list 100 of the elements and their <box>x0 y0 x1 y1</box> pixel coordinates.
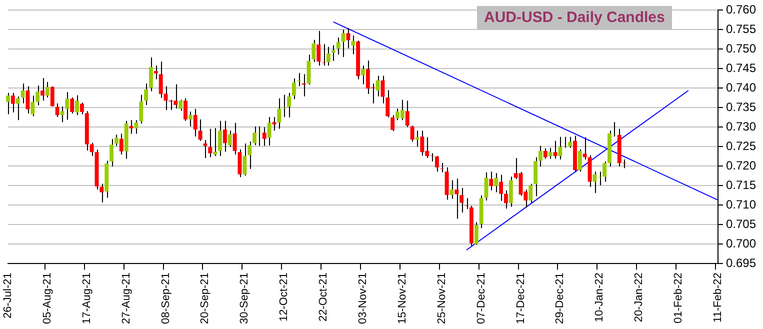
x-tick-label: 17-Dec-21 <box>514 272 527 324</box>
candlestick <box>40 78 44 102</box>
x-tick-label: 25-Nov-21 <box>436 272 448 324</box>
candlestick <box>543 148 548 160</box>
candlestick <box>287 92 291 118</box>
candlestick <box>434 156 439 172</box>
candlestick <box>277 98 282 130</box>
x-tick-label: 27-Aug-21 <box>120 272 132 324</box>
candlestick <box>450 180 454 200</box>
candlestick <box>134 120 138 134</box>
y-tick-label: 0.750 <box>726 42 756 56</box>
candlestick <box>578 148 582 172</box>
candlestick <box>218 120 222 157</box>
candlestick <box>55 102 60 118</box>
x-tick-label: 05-Aug-21 <box>41 272 54 324</box>
y-tick-label: 0.735 <box>726 100 756 114</box>
candlestick <box>80 102 84 115</box>
candlestick <box>558 136 562 160</box>
y-tick-label: 0.710 <box>726 197 756 212</box>
candlestick <box>90 142 94 157</box>
candlestick <box>489 171 494 191</box>
x-tick-label: 30-Sep-21 <box>238 272 251 324</box>
x-tick-label: 29-Dec-21 <box>554 272 566 324</box>
candlestick <box>336 36 340 56</box>
candlestick <box>75 94 79 116</box>
candlestick <box>70 97 74 114</box>
candlestick <box>622 159 626 169</box>
y-tick-label: 0.755 <box>726 22 756 36</box>
candlestick <box>292 78 296 100</box>
candlestick <box>188 111 192 127</box>
candlestick <box>203 140 208 158</box>
candlestick <box>222 120 227 152</box>
x-tick-label: 22-Oct-21 <box>318 272 330 322</box>
candlestick <box>346 28 350 49</box>
candlestick <box>119 133 124 155</box>
x-tick-label: 15-Nov-21 <box>396 272 408 324</box>
y-tick-label: 0.705 <box>726 216 756 231</box>
y-tick-label: 0.715 <box>726 178 756 192</box>
candlestick <box>149 56 153 92</box>
x-tick-label: 26-Jul-21 <box>2 272 14 318</box>
x-tick-label: 12-Oct-21 <box>278 272 290 322</box>
candlestick <box>499 174 504 202</box>
chart-title: AUD-USD - Daily Candles <box>477 6 672 29</box>
x-tick-label: 01-Feb-22 <box>672 272 685 324</box>
y-tick-label: 0.695 <box>726 256 756 270</box>
candlestick <box>232 122 237 155</box>
candlestick <box>6 92 10 115</box>
candlestick <box>326 46 330 66</box>
y-tick-label: 0.700 <box>726 236 756 250</box>
y-tick-label: 0.740 <box>726 80 756 94</box>
candlestick <box>553 140 558 160</box>
candlestick <box>228 130 232 148</box>
x-tick-label: 07-Dec-21 <box>475 272 488 324</box>
candlestick <box>504 190 508 210</box>
x-tick-label: 20-Sep-21 <box>199 272 212 324</box>
candlestick <box>16 96 20 121</box>
candlestick <box>272 116 276 132</box>
candlestick <box>193 108 198 138</box>
candlestick <box>568 136 572 148</box>
candlestick <box>238 148 242 178</box>
x-tick-label: 17-Aug-21 <box>80 272 93 324</box>
candlestick <box>65 92 70 120</box>
candlestick <box>60 106 64 123</box>
candlestick <box>208 128 212 158</box>
candlestick <box>508 176 513 208</box>
candlestick <box>262 126 266 146</box>
candlestick <box>341 29 346 58</box>
candlestick <box>267 116 272 146</box>
y-tick-label: 0.725 <box>726 138 756 153</box>
candlestick <box>474 222 478 246</box>
x-tick-label: 11-Feb-22 <box>712 272 724 323</box>
candlestick <box>184 98 188 122</box>
candlestick <box>144 83 148 106</box>
y-tick-label: 0.745 <box>726 60 756 75</box>
candlestick <box>139 94 144 124</box>
candlestick <box>548 147 552 160</box>
candlestick <box>50 86 54 108</box>
candlestick <box>444 166 449 200</box>
candlestick <box>361 65 365 85</box>
candlestick <box>410 125 414 142</box>
candlestick <box>10 92 15 113</box>
candlestick <box>20 83 25 104</box>
candlestick <box>494 172 498 193</box>
candlestick <box>563 136 568 148</box>
candlestick <box>440 162 444 173</box>
candlestick <box>351 35 356 55</box>
y-tick-label: 0.730 <box>726 119 756 134</box>
x-tick-label: 03-Nov-21 <box>357 272 370 324</box>
y-tick-label: 0.760 <box>726 2 756 17</box>
candlestick <box>405 100 410 128</box>
candlestick <box>582 136 587 160</box>
candlestick <box>198 118 202 142</box>
candlestick <box>45 81 50 98</box>
candlestick <box>213 127 218 157</box>
y-tick-label: 0.720 <box>726 158 756 172</box>
x-tick-label: 08-Sep-21 <box>160 272 172 324</box>
x-tick-label: 20-Jan-22 <box>633 272 646 322</box>
candlestick <box>26 86 30 114</box>
x-tick-label: 10-Jan-22 <box>594 272 606 322</box>
candlestick <box>390 114 395 132</box>
